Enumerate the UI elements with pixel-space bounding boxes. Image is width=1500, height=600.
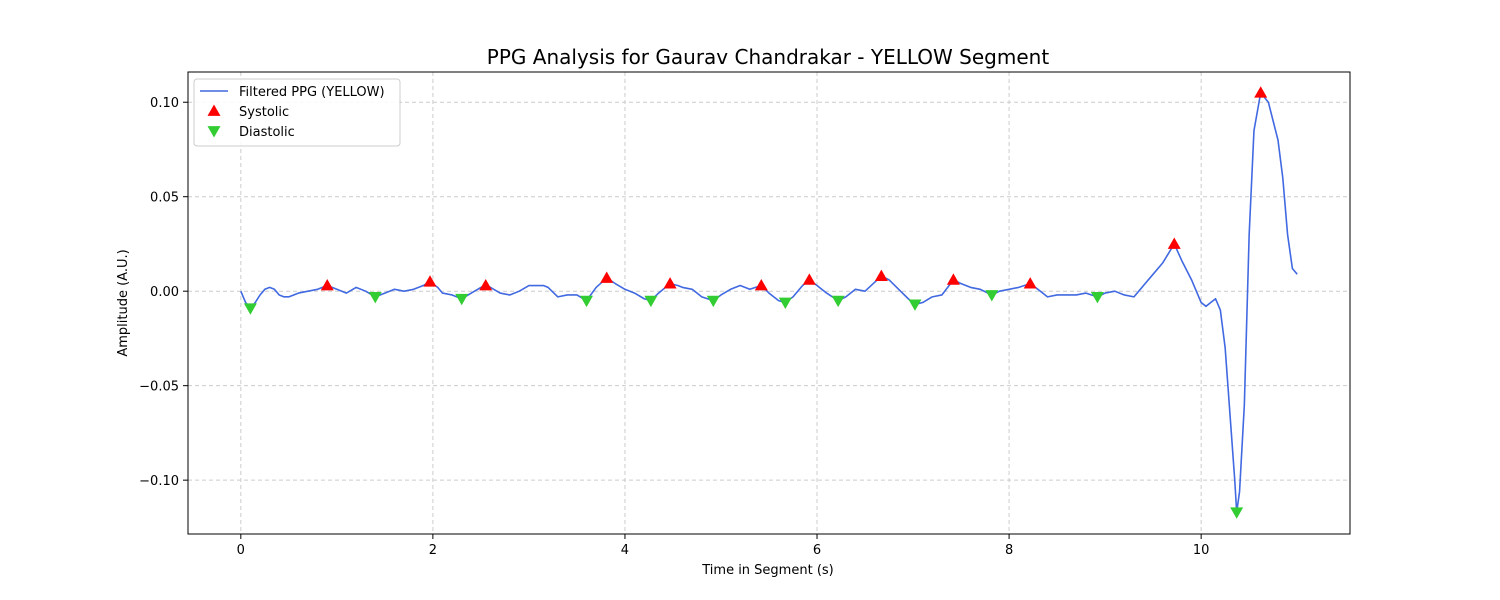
systolic-marker <box>479 279 493 291</box>
legend-diastolic-swatch <box>207 126 221 138</box>
x-tick-label: 4 <box>621 543 629 558</box>
systolic-marker <box>663 277 677 289</box>
legend-systolic-swatch <box>207 104 221 116</box>
diastolic-marker <box>778 297 792 310</box>
chart-title: PPG Analysis for Gaurav Chandrakar - YEL… <box>487 45 1050 69</box>
y-tick-label: 0.05 <box>150 191 179 206</box>
diastolic-marker <box>644 295 658 308</box>
legend-label: Diastolic <box>239 125 295 140</box>
systolic-marker <box>320 279 334 291</box>
axis-ticks: 0 2 4 6 8 10 −0.10 −0.05 0.00 0.05 0.10 <box>139 96 1209 558</box>
systolic-marker <box>1167 237 1181 249</box>
systolic-marker <box>1023 277 1037 289</box>
systolic-marker <box>874 269 888 281</box>
plot-frame <box>187 71 1351 535</box>
peak-markers <box>243 86 1268 519</box>
diastolic-marker <box>1230 507 1244 519</box>
diastolic-marker <box>908 299 922 311</box>
grid-lines <box>188 72 1350 534</box>
x-tick-label: 0 <box>237 543 245 558</box>
systolic-marker <box>754 279 768 291</box>
diastolic-marker <box>706 295 720 308</box>
y-tick-label: 0.10 <box>150 96 179 111</box>
series-lines <box>240 91 1298 514</box>
x-tick-label: 8 <box>1005 543 1013 558</box>
x-tick-label: 2 <box>429 543 437 558</box>
systolic-marker <box>600 271 614 283</box>
ppg-signal-line <box>240 91 1298 514</box>
diastolic-marker <box>831 295 845 308</box>
legend-label: Systolic <box>239 105 289 120</box>
systolic-marker <box>946 273 960 285</box>
x-axis-label: Time in Segment (s) <box>701 563 833 578</box>
systolic-marker <box>1254 86 1268 98</box>
x-tick-label: 6 <box>813 543 821 558</box>
y-axis-label: Amplitude (A.U.) <box>116 249 131 356</box>
x-tick-label: 10 <box>1193 543 1210 558</box>
diastolic-marker <box>580 295 594 308</box>
y-tick-label: 0.00 <box>150 285 179 300</box>
legend-box <box>193 78 401 147</box>
legend: Filtered PPG (YELLOW) Systolic Diastolic <box>193 78 401 147</box>
y-tick-label: −0.10 <box>139 474 179 489</box>
diastolic-marker <box>1090 291 1104 304</box>
diastolic-marker <box>985 290 999 302</box>
systolic-marker <box>802 273 816 285</box>
diastolic-marker <box>455 293 469 306</box>
legend-label: Filtered PPG (YELLOW) <box>239 85 385 100</box>
y-tick-label: −0.05 <box>139 380 179 395</box>
systolic-marker <box>423 275 437 287</box>
diastolic-marker <box>243 303 257 315</box>
diastolic-marker <box>368 291 382 304</box>
